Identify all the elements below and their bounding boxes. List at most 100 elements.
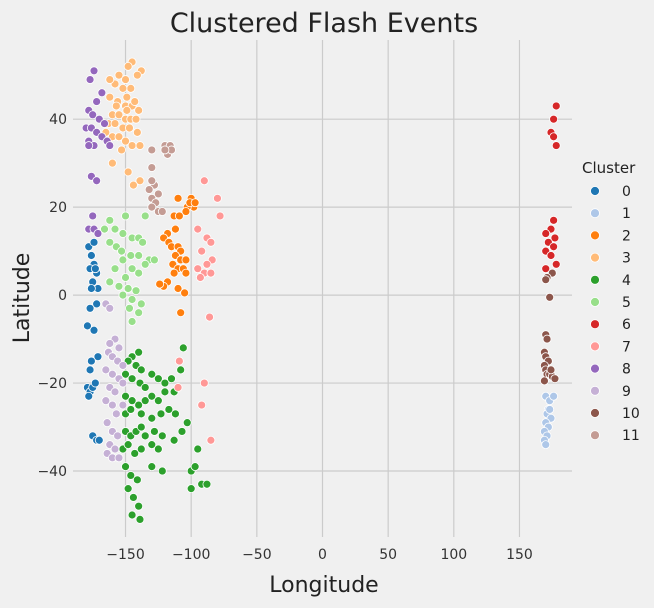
data-point <box>160 378 170 388</box>
data-point <box>549 242 559 252</box>
data-point <box>129 493 138 502</box>
series-cluster-1 <box>540 391 559 450</box>
legend-entry: 1 <box>590 206 631 222</box>
data-point <box>122 105 132 115</box>
legend-entry: 6 <box>590 317 631 333</box>
series-cluster-5 <box>100 211 159 326</box>
data-point <box>93 229 103 238</box>
data-point <box>147 440 157 450</box>
data-point <box>113 431 123 441</box>
data-point <box>174 211 184 221</box>
data-point <box>130 97 140 106</box>
data-point <box>147 176 157 186</box>
data-point <box>97 88 107 98</box>
data-point <box>136 422 146 432</box>
data-point <box>171 224 180 234</box>
data-point <box>100 119 109 128</box>
data-point <box>121 211 130 221</box>
data-point <box>177 427 187 436</box>
data-point <box>121 75 130 84</box>
data-point <box>89 66 99 76</box>
legend-marker <box>590 430 600 441</box>
legend-entry: 8 <box>590 362 631 378</box>
data-point <box>549 391 559 401</box>
data-point <box>136 299 146 309</box>
data-point <box>134 400 144 410</box>
data-point <box>147 202 157 212</box>
y-tick-label: 40 <box>49 112 67 128</box>
data-point <box>117 246 126 256</box>
data-point <box>131 114 141 124</box>
data-point <box>147 462 157 472</box>
data-point <box>102 418 112 428</box>
data-point <box>127 510 137 520</box>
data-point <box>110 387 120 397</box>
y-tick-label: −20 <box>37 376 67 392</box>
legend-entry: 4 <box>590 273 631 289</box>
data-point <box>202 259 212 269</box>
y-tick-label: 20 <box>49 200 67 216</box>
data-point <box>132 475 142 485</box>
data-point <box>105 92 115 102</box>
data-point <box>127 141 137 150</box>
legend: Cluster 0 1 2 3 4 5 6 7 8 9 10 11 <box>582 159 640 444</box>
data-point <box>85 303 95 313</box>
data-point <box>111 101 121 111</box>
data-point <box>157 207 167 216</box>
data-point <box>126 83 136 93</box>
data-point <box>545 292 555 302</box>
data-point <box>92 176 102 186</box>
data-point <box>90 264 100 274</box>
data-point <box>132 127 142 137</box>
data-point <box>90 378 100 388</box>
data-point <box>193 224 203 234</box>
data-point <box>126 405 136 414</box>
data-point <box>114 110 124 120</box>
data-point <box>140 259 150 269</box>
data-point <box>118 229 128 238</box>
data-point <box>92 97 102 106</box>
legend-label: 0 <box>622 184 631 200</box>
data-point <box>173 284 183 293</box>
legend-entries: 0 1 2 3 4 5 6 7 8 9 10 11 <box>590 184 640 444</box>
data-point <box>114 281 124 291</box>
data-point <box>105 339 115 348</box>
data-point <box>86 284 96 293</box>
data-point <box>180 288 190 298</box>
data-point <box>126 251 136 260</box>
y-axis-title: Latitude <box>10 253 35 344</box>
data-point <box>105 141 115 150</box>
data-point <box>93 352 103 362</box>
data-point <box>121 136 130 146</box>
legend-label: 4 <box>622 273 631 289</box>
data-point <box>213 193 222 203</box>
series-cluster-4 <box>118 343 212 524</box>
data-point <box>153 444 163 454</box>
data-point <box>131 286 141 296</box>
data-point <box>546 365 556 375</box>
legend-title: Cluster <box>582 159 636 177</box>
data-point <box>541 229 551 238</box>
data-point <box>134 268 144 278</box>
series-cluster-8 <box>81 66 115 238</box>
data-point <box>88 211 98 221</box>
legend-entry: 3 <box>590 251 631 267</box>
data-point <box>105 237 115 247</box>
data-point <box>549 132 559 142</box>
data-point <box>551 259 561 269</box>
data-point <box>164 405 174 414</box>
data-point <box>127 374 137 384</box>
legend-label: 7 <box>622 339 631 355</box>
data-point <box>107 400 117 410</box>
x-tick-label: 50 <box>379 547 397 563</box>
data-point <box>111 409 121 419</box>
data-point <box>110 224 120 234</box>
data-point <box>118 400 128 410</box>
data-point <box>157 466 167 476</box>
data-point <box>550 374 560 384</box>
legend-entry: 0 <box>590 184 631 200</box>
data-point <box>197 400 207 410</box>
data-point <box>147 413 157 423</box>
x-tick-label: −50 <box>242 547 272 563</box>
legend-entry: 10 <box>590 406 640 422</box>
